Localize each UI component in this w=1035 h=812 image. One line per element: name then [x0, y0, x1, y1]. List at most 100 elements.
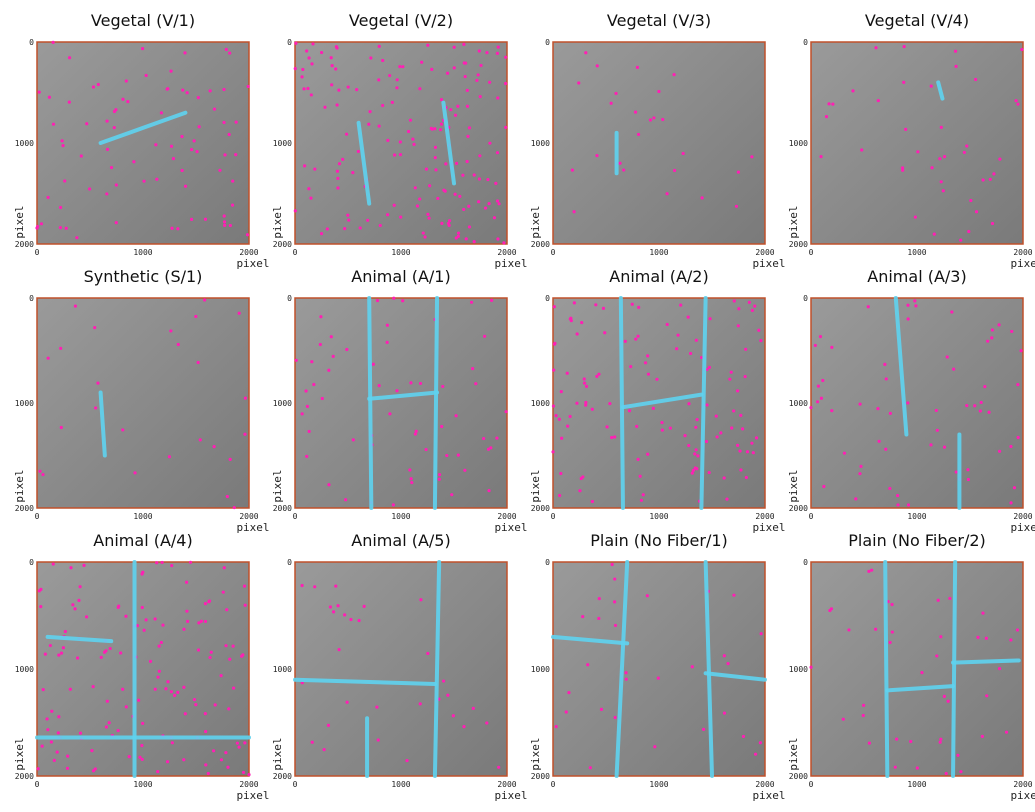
fiber-trace — [432, 296, 440, 510]
detection-mark — [104, 649, 108, 653]
detection-mark — [170, 563, 174, 568]
detection-mark — [294, 358, 298, 362]
detection-mark — [78, 585, 82, 589]
detection-mark — [471, 706, 475, 710]
detection-mark — [950, 310, 954, 314]
detection-mark — [594, 303, 598, 307]
detection-mark — [969, 198, 973, 203]
detection-mark — [328, 605, 333, 609]
detection-mark — [63, 179, 67, 183]
detection-mark — [232, 686, 236, 690]
detection-mark — [243, 396, 248, 400]
detection-mark — [144, 618, 148, 622]
x-axis-label: pixel — [494, 257, 527, 270]
detection-mark — [228, 51, 232, 55]
detection-mark — [124, 705, 128, 709]
detection-mark — [605, 425, 609, 429]
detection-mark — [114, 221, 118, 225]
detection-mark — [300, 75, 304, 79]
detection-mark — [37, 90, 41, 94]
x-axis-label: pixel — [236, 257, 269, 270]
detection-mark — [93, 326, 97, 330]
detection-mark — [303, 164, 307, 168]
detection-mark — [105, 119, 109, 123]
detection-mark — [234, 120, 238, 124]
detection-mark — [349, 617, 353, 622]
detection-mark — [932, 232, 936, 236]
detection-mark — [681, 151, 685, 156]
detection-mark — [707, 365, 712, 370]
detection-mark — [329, 335, 333, 339]
detection-mark — [378, 223, 382, 228]
detection-mark — [222, 120, 226, 125]
detection-mark — [430, 67, 434, 71]
y-tick-label: 2000 — [789, 504, 808, 513]
detection-mark — [476, 73, 480, 77]
detection-mark — [936, 598, 940, 602]
y-tick-label: 2000 — [273, 504, 292, 513]
detection-mark — [418, 87, 422, 91]
detection-mark — [665, 322, 669, 327]
y-tick-label: 0 — [545, 558, 550, 567]
fiber-trace — [98, 390, 107, 458]
detection-mark — [652, 116, 656, 120]
detection-mark — [413, 432, 417, 436]
y-tick-label: 1000 — [273, 139, 292, 148]
detection-mark — [705, 367, 709, 372]
fiber-trace — [356, 120, 372, 206]
detection-mark — [651, 406, 655, 410]
detection-mark — [169, 329, 173, 333]
detection-mark — [694, 425, 698, 429]
detection-mark — [990, 221, 995, 226]
panel-title: Vegetal (V/1) — [91, 11, 195, 30]
detection-mark — [121, 97, 125, 101]
detection-mark — [341, 157, 345, 161]
detection-mark — [858, 402, 862, 406]
detection-mark — [622, 168, 626, 172]
detection-mark — [161, 623, 165, 627]
detection-mark — [39, 605, 43, 609]
detection-mark — [58, 226, 62, 230]
y-tick-label: 2000 — [789, 772, 808, 781]
detection-mark — [391, 503, 395, 507]
detection-mark — [223, 153, 227, 157]
detection-mark — [219, 674, 223, 678]
y-tick-label: 2000 — [15, 240, 34, 249]
detection-mark — [225, 608, 229, 612]
detection-mark — [738, 449, 742, 453]
detection-mark — [578, 489, 582, 493]
detection-mark — [418, 197, 422, 201]
detection-mark — [399, 215, 403, 219]
detection-mark — [1004, 730, 1009, 734]
y-tick-label: 2000 — [531, 504, 550, 513]
detection-mark — [896, 503, 900, 507]
detection-mark — [906, 503, 911, 507]
detection-mark — [302, 87, 306, 91]
detection-mark — [159, 640, 163, 645]
detection-mark — [456, 104, 460, 108]
y-axis-label: pixel — [787, 469, 800, 502]
fiber-trace — [951, 560, 958, 778]
detection-mark — [424, 167, 429, 171]
detection-mark — [653, 745, 657, 749]
detection-mark — [595, 64, 599, 68]
detection-mark — [920, 671, 924, 675]
detection-mark — [979, 400, 983, 405]
detection-mark — [37, 589, 41, 593]
detection-mark — [305, 454, 309, 458]
detection-mark — [708, 317, 712, 321]
detection-mark — [243, 741, 247, 745]
detection-mark — [497, 765, 501, 769]
detection-mark — [442, 188, 446, 192]
detection-mark — [656, 676, 660, 680]
detection-mark — [237, 311, 241, 315]
detection-mark — [599, 707, 604, 711]
detection-mark — [492, 216, 497, 220]
detection-mark — [559, 390, 563, 394]
detection-mark — [665, 192, 669, 196]
detection-mark — [182, 627, 186, 631]
detection-mark — [63, 629, 67, 634]
detection-mark — [610, 562, 614, 567]
y-tick-label: 0 — [29, 294, 34, 303]
